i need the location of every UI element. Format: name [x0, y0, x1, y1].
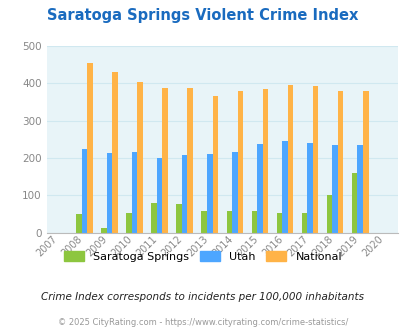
Text: © 2025 CityRating.com - https://www.cityrating.com/crime-statistics/: © 2025 CityRating.com - https://www.city… [58, 318, 347, 327]
Bar [131, 152, 137, 233]
Legend: Saratoga Springs, Utah, National: Saratoga Springs, Utah, National [60, 247, 345, 267]
Bar [151, 203, 156, 233]
Bar [181, 155, 187, 233]
Bar [207, 153, 212, 233]
Bar [112, 72, 117, 233]
Bar [281, 141, 287, 233]
Bar [101, 228, 107, 233]
Bar [251, 211, 256, 233]
Bar [287, 84, 292, 233]
Text: Saratoga Springs Violent Crime Index: Saratoga Springs Violent Crime Index [47, 8, 358, 23]
Bar [126, 213, 131, 233]
Bar [357, 145, 362, 233]
Bar [226, 211, 232, 233]
Bar [187, 88, 192, 233]
Text: Crime Index corresponds to incidents per 100,000 inhabitants: Crime Index corresponds to incidents per… [41, 292, 364, 302]
Bar [337, 90, 343, 233]
Bar [162, 88, 167, 233]
Bar [76, 214, 81, 233]
Bar [87, 63, 92, 233]
Bar [237, 91, 243, 233]
Bar [256, 144, 262, 233]
Bar [351, 173, 357, 233]
Bar [276, 213, 281, 233]
Bar [362, 90, 368, 233]
Bar [212, 96, 217, 233]
Bar [107, 153, 112, 233]
Bar [326, 195, 332, 233]
Bar [176, 204, 181, 233]
Bar [307, 143, 312, 233]
Bar [201, 211, 207, 233]
Bar [332, 146, 337, 233]
Bar [262, 89, 268, 233]
Bar [81, 149, 87, 233]
Bar [156, 158, 162, 233]
Bar [301, 213, 307, 233]
Bar [232, 152, 237, 233]
Bar [312, 86, 318, 233]
Bar [137, 82, 143, 233]
